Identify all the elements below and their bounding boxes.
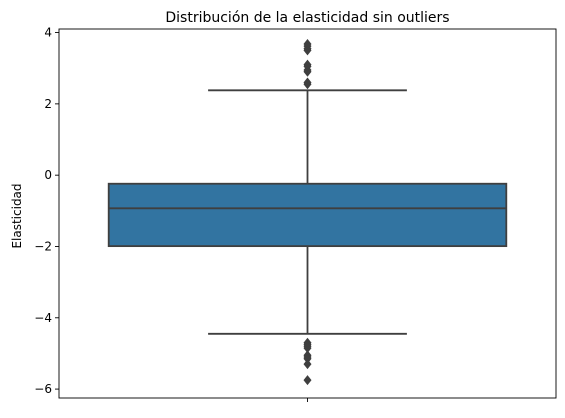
y-tick-label: −6 [34, 382, 52, 396]
outlier-point-high [303, 59, 312, 70]
y-tick-label: 0 [44, 168, 52, 182]
plot-area: −6 −4 −2 0 2 4 [34, 26, 557, 402]
outlier-point-low [303, 353, 312, 364]
outlier-point-low [303, 359, 312, 370]
outlier-point-high [303, 38, 312, 49]
y-tick-label: 4 [44, 26, 52, 40]
y-tick-label: 2 [44, 97, 52, 111]
outlier-point-low [303, 343, 312, 354]
iqr-box [107, 182, 508, 248]
y-tick-label: −2 [34, 239, 52, 253]
outlier-point-high [303, 77, 312, 88]
outlier-point-low [303, 375, 312, 386]
chart-title: Distribución de la elasticidad sin outli… [165, 10, 449, 26]
y-axis-label: Elasticidad [10, 183, 24, 248]
y-tick-label: −4 [34, 311, 52, 325]
